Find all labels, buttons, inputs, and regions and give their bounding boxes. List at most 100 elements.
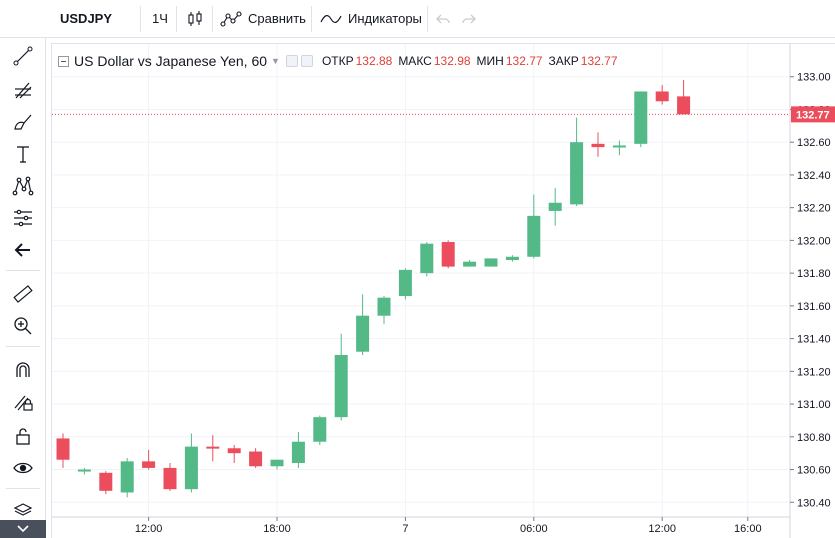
candle[interactable] <box>527 194 541 259</box>
candle[interactable] <box>420 242 434 277</box>
candle[interactable] <box>591 132 605 157</box>
legend-collapse-button[interactable] <box>58 55 69 67</box>
candle[interactable] <box>142 449 156 470</box>
candle[interactable] <box>398 268 412 300</box>
candle-body <box>184 446 198 490</box>
candle[interactable] <box>634 91 648 148</box>
candle[interactable] <box>206 435 220 462</box>
price-tick-label: 132.20 <box>797 203 831 215</box>
magnet-icon[interactable] <box>0 354 46 386</box>
low-label: МИН <box>476 54 504 68</box>
time-tick-label: 12:00 <box>648 523 676 535</box>
candle[interactable] <box>77 467 91 475</box>
last-price-label: 132.77 <box>796 109 830 121</box>
candle[interactable] <box>313 415 327 445</box>
series-legend: US Dollar vs Japanese Yen, 60 ▼ ОТКР 132… <box>58 52 618 70</box>
candle[interactable] <box>99 471 113 495</box>
candle[interactable] <box>612 140 626 156</box>
candle[interactable] <box>334 333 348 421</box>
toolbar-collapse-button[interactable] <box>0 520 46 538</box>
candle[interactable] <box>377 296 391 324</box>
price-tick-label: 132.60 <box>797 137 831 149</box>
candle-body <box>313 417 327 442</box>
symbol-search-button[interactable]: USDJPY <box>60 11 113 26</box>
time-tick-label: 18:00 <box>263 523 291 535</box>
redo-icon <box>462 14 476 23</box>
candle[interactable] <box>227 444 241 463</box>
price-axis[interactable] <box>790 44 835 538</box>
trend-line-icon[interactable] <box>0 40 46 72</box>
candle-body <box>356 315 370 352</box>
candle[interactable] <box>163 462 177 491</box>
indicators-icon <box>320 14 342 23</box>
chart-pane[interactable] <box>51 43 835 538</box>
candle[interactable] <box>249 448 263 468</box>
candle[interactable] <box>184 433 198 493</box>
candle-body <box>591 143 605 148</box>
candle-body <box>377 297 391 316</box>
close-label: ЗАКР <box>548 54 579 68</box>
candle[interactable] <box>655 84 669 105</box>
pattern-icon[interactable] <box>0 170 46 202</box>
lock-icon[interactable] <box>0 420 46 452</box>
prediction-icon[interactable] <box>0 202 46 234</box>
interval-button[interactable]: 1Ч <box>152 11 168 26</box>
price-tick-label: 133.00 <box>797 72 831 84</box>
candle-body <box>163 467 177 490</box>
lock-drawing-icon[interactable] <box>0 386 46 418</box>
time-tick-label: 12:00 <box>135 523 163 535</box>
candle[interactable] <box>570 117 584 207</box>
candle-body <box>677 96 691 115</box>
high-label: МАКС <box>398 54 432 68</box>
candle[interactable] <box>505 255 519 262</box>
candle[interactable] <box>441 240 455 269</box>
candle-body <box>420 243 434 274</box>
candle[interactable] <box>291 431 305 468</box>
candle-body <box>249 451 263 467</box>
candle-body <box>398 269 412 297</box>
settings-icon[interactable] <box>300 55 313 67</box>
eye-toggle-icon[interactable] <box>285 55 298 67</box>
price-tick-label: 132.40 <box>797 170 831 182</box>
back-arrow-icon[interactable] <box>0 234 46 266</box>
candle-body <box>227 448 241 454</box>
high-value: 132.98 <box>433 54 471 68</box>
candle[interactable] <box>463 260 477 267</box>
candle-body <box>505 256 519 261</box>
price-tick-label: 131.40 <box>797 334 831 346</box>
indicators-button[interactable]: Индикаторы <box>320 0 422 37</box>
price-tick-label: 131.80 <box>797 268 831 280</box>
candle[interactable] <box>677 80 691 115</box>
open-value: 132.88 <box>355 54 393 68</box>
chart-type-button[interactable] <box>184 0 206 37</box>
fib-icon[interactable] <box>0 74 46 106</box>
candle-body <box>527 215 541 257</box>
low-value: 132.77 <box>505 54 543 68</box>
price-tick-label: 131.60 <box>797 301 831 313</box>
candle[interactable] <box>484 258 498 267</box>
redo-button[interactable] <box>462 0 476 37</box>
candle[interactable] <box>270 459 284 470</box>
undo-button[interactable] <box>436 0 450 37</box>
eye-icon[interactable] <box>0 452 46 484</box>
text-icon[interactable] <box>0 138 46 170</box>
undo-icon <box>436 14 450 23</box>
zoom-in-icon[interactable] <box>0 310 46 342</box>
candles-icon <box>188 10 202 26</box>
candle[interactable] <box>56 433 70 468</box>
brush-icon[interactable] <box>0 106 46 138</box>
candle[interactable] <box>548 188 562 226</box>
ruler-icon[interactable] <box>0 278 46 310</box>
caret-down-icon[interactable]: ▼ <box>271 56 280 66</box>
candle[interactable] <box>120 458 134 498</box>
candle-body <box>441 242 455 267</box>
compare-button[interactable]: Сравнить <box>220 0 306 37</box>
layers-icon[interactable] <box>0 494 46 526</box>
series-title[interactable]: US Dollar vs Japanese Yen, 60 <box>74 53 268 69</box>
compare-icon <box>220 10 242 27</box>
candle-body <box>120 461 134 493</box>
candle[interactable] <box>356 294 370 355</box>
candle-body <box>570 142 584 205</box>
candle-body <box>206 446 220 449</box>
